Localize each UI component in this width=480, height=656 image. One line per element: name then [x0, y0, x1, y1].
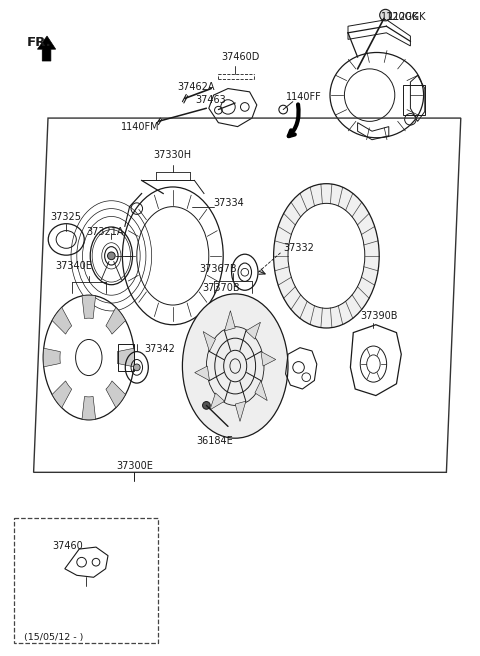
Bar — [118, 344, 134, 371]
Text: 37390B: 37390B — [360, 312, 397, 321]
Text: 1140FF: 1140FF — [286, 92, 321, 102]
Text: 37460D: 37460D — [221, 52, 259, 62]
Polygon shape — [106, 308, 125, 334]
Text: 37462A: 37462A — [178, 82, 215, 92]
Ellipse shape — [274, 184, 379, 328]
Circle shape — [108, 252, 115, 260]
Text: 1120GK: 1120GK — [388, 12, 426, 22]
Text: 37463: 37463 — [195, 95, 226, 106]
Polygon shape — [117, 348, 134, 367]
Text: 37300E: 37300E — [116, 461, 153, 471]
Text: 37321A: 37321A — [86, 228, 124, 237]
Text: 37332: 37332 — [283, 243, 314, 253]
Text: 37325: 37325 — [50, 212, 82, 222]
Polygon shape — [203, 331, 216, 352]
Polygon shape — [106, 381, 125, 407]
Circle shape — [133, 364, 140, 371]
Ellipse shape — [288, 203, 365, 308]
Text: 37340E: 37340E — [55, 261, 92, 271]
Bar — [403, 85, 425, 115]
Text: 1140FM: 1140FM — [121, 121, 160, 132]
Polygon shape — [37, 36, 56, 61]
Text: 36184E: 36184E — [197, 436, 233, 446]
Polygon shape — [225, 311, 235, 331]
Polygon shape — [235, 401, 246, 421]
Polygon shape — [195, 366, 209, 380]
Polygon shape — [210, 393, 225, 410]
Polygon shape — [261, 352, 276, 366]
Polygon shape — [82, 396, 96, 420]
Ellipse shape — [182, 294, 288, 438]
Text: 37367B: 37367B — [200, 264, 237, 274]
Text: FR.: FR. — [26, 36, 51, 49]
Circle shape — [380, 9, 391, 21]
Polygon shape — [82, 295, 96, 319]
Text: 37334: 37334 — [214, 198, 244, 209]
Text: 1120GK: 1120GK — [381, 12, 419, 22]
Bar — [14, 518, 158, 643]
Text: 37370B: 37370B — [202, 283, 240, 293]
Polygon shape — [255, 380, 267, 401]
Polygon shape — [52, 308, 72, 334]
Text: 37460: 37460 — [52, 541, 83, 551]
Text: 37342: 37342 — [144, 344, 175, 354]
Text: 37330H: 37330H — [154, 150, 192, 160]
Polygon shape — [246, 322, 261, 339]
Text: (15/05/12 - ): (15/05/12 - ) — [24, 633, 84, 642]
Polygon shape — [43, 348, 60, 367]
Polygon shape — [52, 381, 72, 407]
Circle shape — [203, 401, 210, 409]
